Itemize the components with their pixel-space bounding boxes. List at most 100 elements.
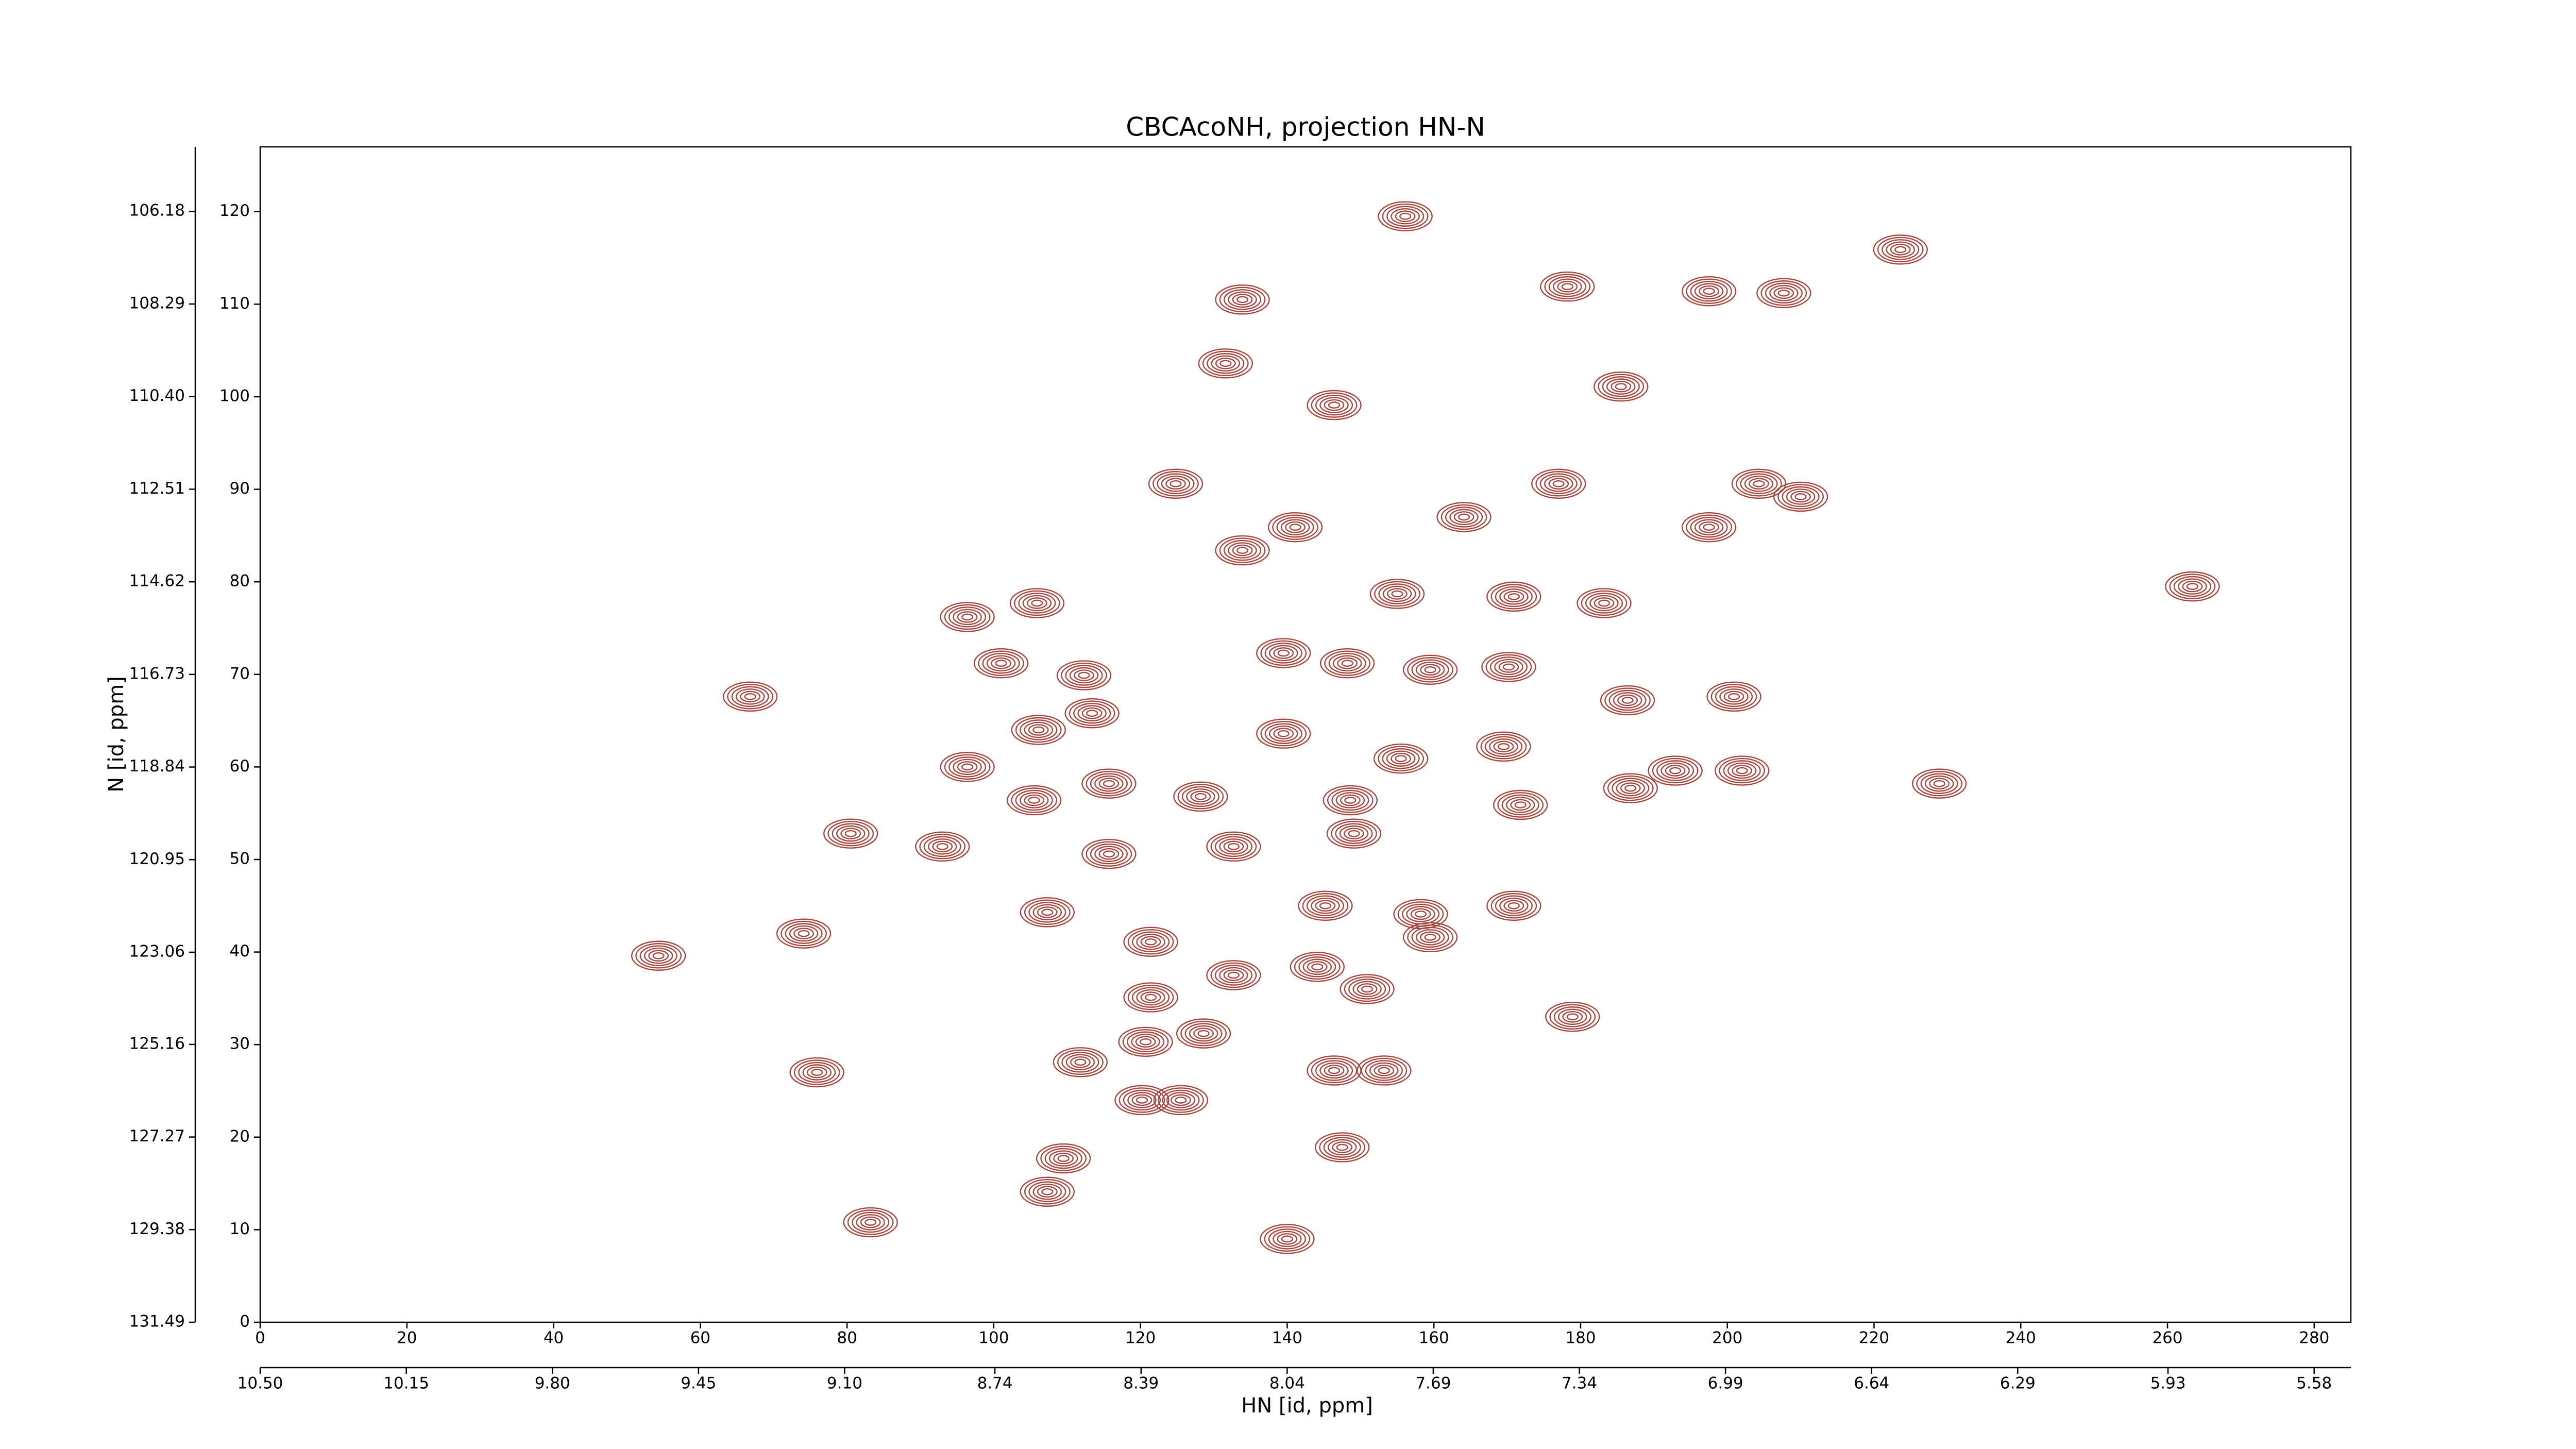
contour-level [923, 836, 961, 857]
peak [1481, 652, 1536, 682]
contour-level [1123, 926, 1178, 957]
contour-level [1703, 288, 1715, 295]
peak [1198, 348, 1253, 379]
contour-level [1056, 660, 1112, 690]
x2-tick-label: 6.64 [1854, 1374, 1889, 1393]
contour-level [1489, 656, 1528, 678]
x-tick-label: 200 [1712, 1329, 1742, 1347]
contour-level [1131, 1094, 1153, 1106]
contour-level [1074, 1058, 1087, 1066]
contour-level [1175, 1097, 1187, 1104]
contour-level [1078, 671, 1090, 679]
plot-frame [259, 146, 2352, 1323]
contour-level [1374, 581, 1420, 607]
peak [1773, 481, 1828, 512]
contour-level [986, 655, 1016, 671]
peak [1215, 284, 1270, 315]
contour-level [1402, 922, 1458, 953]
contour-level [1686, 514, 1733, 540]
y-tick-label: 10 [230, 1220, 250, 1238]
contour-level [1331, 820, 1377, 847]
contour-level [1139, 1038, 1152, 1046]
contour-level [1223, 969, 1244, 981]
contour-level [1173, 781, 1228, 812]
contour-level [1694, 283, 1724, 299]
x-tick-label: 60 [690, 1329, 710, 1347]
contour-level [1323, 785, 1378, 816]
contour-level [957, 761, 978, 773]
contour-level [1790, 491, 1811, 503]
contour-level [1302, 893, 1349, 919]
contour-level [1458, 513, 1470, 521]
peak [1540, 272, 1595, 302]
contour-level [1020, 1176, 1075, 1207]
contour-level [1744, 476, 1774, 492]
y2-tick-label: 120.95 [129, 850, 185, 868]
contour-level [1410, 908, 1431, 920]
contour-level [1165, 478, 1186, 490]
contour-level [1086, 770, 1132, 797]
x-tick-label: 180 [1565, 1329, 1596, 1347]
peak [843, 1207, 898, 1238]
contour-level [1166, 1092, 1196, 1108]
contour-level [1777, 289, 1790, 297]
y2-tick-label: 108.29 [129, 294, 185, 312]
contour-level [1022, 595, 1052, 612]
y2-tick-label: 110.40 [129, 386, 185, 405]
contour-level [1624, 784, 1637, 792]
contour-level [1603, 773, 1658, 803]
contour-level [1621, 697, 1634, 704]
contour-level [1557, 280, 1578, 293]
x2-tick-label: 5.58 [2296, 1374, 2332, 1393]
contour-level [1665, 765, 1686, 777]
contour-level [1161, 476, 1191, 492]
contour-level [1227, 843, 1240, 850]
peak [1340, 974, 1395, 1004]
contour-level [1600, 685, 1655, 716]
contour-level [1920, 773, 1958, 794]
contour-level [1656, 760, 1694, 781]
contour-level [823, 818, 878, 849]
contour-level [1387, 588, 1408, 600]
contour-level [1497, 792, 1544, 818]
contour-level [1157, 473, 1195, 495]
contour-level [1894, 246, 1907, 254]
contour-level [844, 830, 857, 837]
contour-level [1324, 399, 1345, 411]
contour-level [944, 754, 991, 780]
contour-level [1170, 480, 1182, 487]
contour-level [1505, 797, 1535, 813]
contour-level [639, 945, 677, 966]
contour-level [2186, 583, 2199, 590]
contour-level [1074, 669, 1094, 681]
contour-level [1103, 850, 1115, 857]
contour-level [1103, 780, 1115, 787]
x-tick-label: 100 [978, 1329, 1009, 1347]
x2-tick-label: 6.29 [2000, 1374, 2036, 1393]
contour-level [1307, 1055, 1362, 1086]
contour-level [927, 838, 957, 855]
contour-level [1032, 904, 1062, 921]
contour-level [1256, 718, 1311, 749]
contour-level [1219, 537, 1266, 563]
contour-level [1732, 765, 1753, 777]
contour-level [1361, 1057, 1408, 1084]
contour-level [1228, 291, 1257, 308]
contour-level [1723, 690, 1744, 703]
contour-level [1736, 767, 1748, 774]
contour-level [1206, 831, 1261, 862]
contour-level [1215, 535, 1270, 566]
contour-level [1094, 775, 1124, 792]
peak [1011, 715, 1066, 745]
contour-level [1503, 591, 1524, 603]
contour-level [1540, 272, 1595, 302]
contour-level [1118, 1087, 1165, 1113]
contour-level [1549, 1004, 1596, 1030]
contour-level [1269, 725, 1298, 742]
contour-level [1127, 984, 1174, 1010]
contour-level [1606, 378, 1636, 395]
contour-level [1019, 792, 1049, 808]
contour-level [1214, 836, 1253, 857]
contour-level [1773, 481, 1828, 512]
contour-level [1440, 504, 1487, 530]
